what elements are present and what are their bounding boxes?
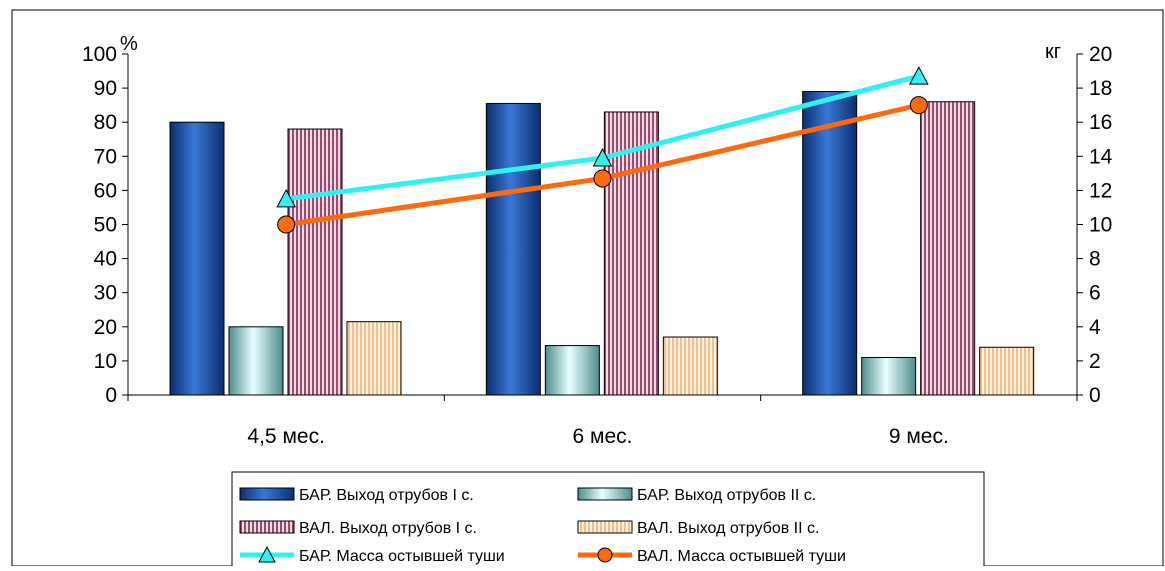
legend-swatch-4 xyxy=(577,520,633,534)
bar-3-1 xyxy=(287,128,343,396)
bar-3-3 xyxy=(920,101,976,396)
line-1-point-3 xyxy=(909,66,929,85)
left-tick-label: 70 xyxy=(94,145,117,168)
left-tick-label: 40 xyxy=(94,248,117,271)
left-tick-label: 10 xyxy=(94,350,117,373)
right-tick-label: 8 xyxy=(1089,248,1101,271)
right-tick-label: 16 xyxy=(1089,111,1112,134)
bar-2-1 xyxy=(228,326,284,396)
legend-swatch-3 xyxy=(239,520,295,534)
bar-1-3 xyxy=(802,91,858,396)
left-tick-label: 100 xyxy=(82,43,117,66)
bar-2-3 xyxy=(861,356,917,396)
category-label: 9 мес. xyxy=(889,425,949,448)
legend-label-5: БАР. Масса остывшей туши xyxy=(299,548,505,565)
right-tick-label: 12 xyxy=(1089,179,1112,202)
legend-label-2: БАР. Выход отрубов II с. xyxy=(637,487,816,504)
bar-3-2 xyxy=(603,111,659,396)
right-tick-label: 2 xyxy=(1089,350,1101,373)
legend-label-1: БАР. Выход отрубов I с. xyxy=(299,487,474,504)
right-tick-label: 0 xyxy=(1089,384,1101,407)
line-1-point-1 xyxy=(276,188,296,208)
left-tick-label: 60 xyxy=(94,179,117,202)
legend-label-4: ВАЛ. Выход отрубов II с. xyxy=(637,520,819,537)
legend-marker-5 xyxy=(258,545,276,563)
left-unit-label: % xyxy=(120,33,138,55)
bar-4-2 xyxy=(662,336,718,396)
left-tick-label: 30 xyxy=(94,282,117,305)
left-tick-label: 0 xyxy=(105,384,117,407)
line-1-point-2 xyxy=(592,147,613,167)
line-2-point-3 xyxy=(909,96,928,115)
legend-marker-6 xyxy=(597,547,613,563)
right-tick-label: 4 xyxy=(1089,316,1101,339)
category-label: 4,5 мес. xyxy=(247,425,324,448)
left-tick-label: 80 xyxy=(94,111,117,134)
legend-label-3: ВАЛ. Выход отрубов I с. xyxy=(299,520,477,537)
legend-label-6: ВАЛ. Масса остывшей туши xyxy=(637,548,846,565)
bar-4-1 xyxy=(346,321,402,396)
left-tick-label: 90 xyxy=(94,77,117,100)
bar-1-1 xyxy=(169,121,225,396)
right-tick-label: 10 xyxy=(1089,214,1112,237)
line-2-point-2 xyxy=(593,169,612,188)
right-tick-label: 14 xyxy=(1089,145,1113,168)
bar-2-2 xyxy=(544,345,600,396)
right-tick-label: 20 xyxy=(1089,43,1112,66)
bar-1-2 xyxy=(485,102,541,396)
legend-swatch-1 xyxy=(239,487,295,501)
left-tick-label: 50 xyxy=(94,214,117,237)
legend-swatch-2 xyxy=(577,487,633,501)
right-tick-label: 6 xyxy=(1089,282,1101,305)
right-unit-label: кг xyxy=(1045,41,1061,63)
line-2-point-1 xyxy=(277,215,296,234)
left-tick-label: 20 xyxy=(94,316,117,339)
right-tick-label: 18 xyxy=(1089,77,1112,100)
category-label: 6 мес. xyxy=(573,425,633,448)
bar-4-3 xyxy=(979,346,1035,396)
